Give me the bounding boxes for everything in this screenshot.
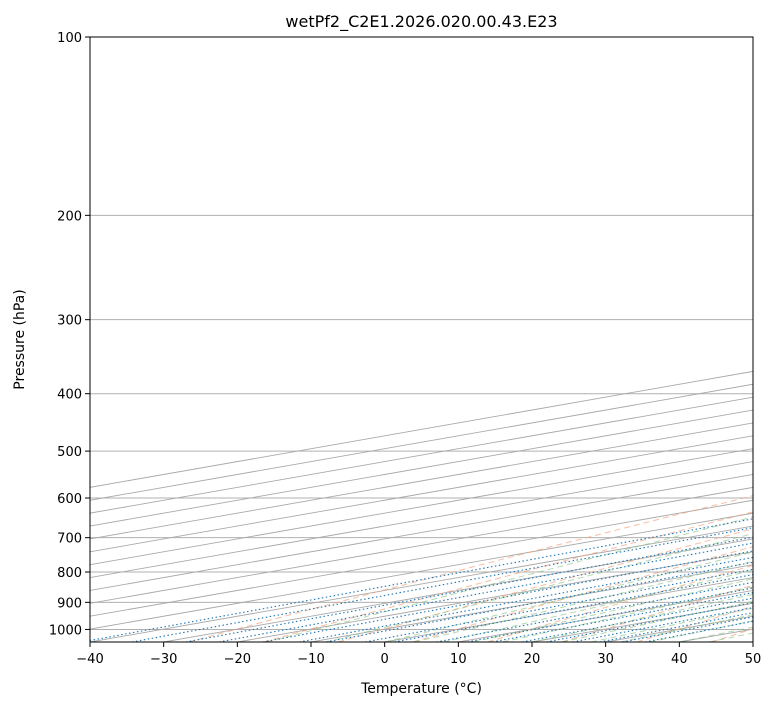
moist-adiabat: [384, 551, 753, 642]
x-tick-label: 0: [381, 652, 389, 667]
thermodynamic-background: [90, 495, 753, 642]
x-tick-label: 30: [597, 652, 614, 667]
mixing-ratio-line: [262, 550, 753, 642]
y-tick-label: 300: [57, 314, 82, 329]
moist-adiabat: [472, 578, 753, 642]
isotherm--110: [90, 435, 753, 553]
x-tick-label: −30: [150, 652, 177, 667]
plot-area: [90, 37, 753, 642]
y-tick-label: 400: [57, 388, 82, 403]
x-tick-label: 40: [671, 652, 688, 667]
isotherm-50: [752, 641, 753, 642]
mixing-ratio-line: [299, 556, 753, 642]
mixing-ratio-line: [365, 568, 753, 642]
moist-adiabat: [266, 516, 753, 642]
y-tick-label: 900: [57, 596, 82, 611]
mixing-ratio-line: [185, 536, 753, 642]
dry-adiabat: [188, 495, 753, 642]
x-tick-label: 10: [450, 652, 467, 667]
moist-adiabat: [325, 533, 753, 642]
x-tick-label: −10: [297, 652, 324, 667]
axes: −40 −30 −20 −10 0 10 20 30 40 50 1000 900 800 700 600 5…: [49, 31, 761, 667]
y-tick-label: 100: [57, 31, 82, 46]
x-tick-label: −20: [224, 652, 251, 667]
isotherm--50: [90, 512, 753, 630]
x-axis-title: Temperature (°C): [360, 681, 482, 697]
plot-frame: [89, 36, 754, 643]
mixing-ratio-line: [325, 561, 753, 642]
isotherm--100: [90, 448, 753, 566]
mixing-ratio-line: [394, 574, 753, 642]
isotherm--60: [90, 499, 753, 617]
y-tick-label: 700: [57, 532, 82, 547]
chart-title: wetPf2_C2E1.2026.020.00.43.E23: [285, 12, 557, 32]
x-tick-label: 20: [524, 652, 541, 667]
y-tick-label: 200: [57, 209, 82, 224]
x-tick-label: −40: [76, 652, 103, 667]
isotherm--30: [163, 538, 753, 642]
grid-lines: [90, 37, 753, 642]
x-tick-label: 50: [745, 652, 762, 667]
isotherm--70: [90, 486, 753, 604]
y-tick-label: 1000: [49, 623, 82, 638]
y-tick-label: 600: [57, 492, 82, 507]
y-tick-label: 800: [57, 566, 82, 581]
y-axis-title: Pressure (hPa): [12, 289, 28, 389]
isotherm--90: [90, 461, 753, 579]
y-tick-label: 500: [57, 445, 82, 460]
moist-adiabat: [502, 586, 753, 642]
isotherm--80: [90, 474, 753, 591]
isotherm--40: [90, 525, 753, 642]
